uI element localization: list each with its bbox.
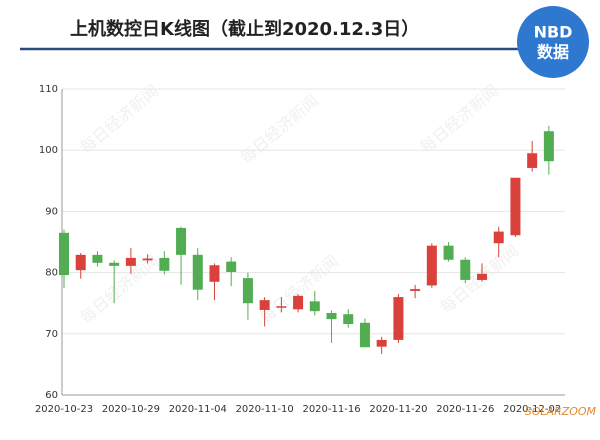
candle-body <box>326 312 337 320</box>
source-mark: SOLARZOOM <box>525 405 597 418</box>
x-tick-label: 2020-10-23 <box>35 404 93 415</box>
candle-body <box>493 231 504 244</box>
x-tick-label: 2020-10-29 <box>102 404 160 415</box>
x-tick-label: 2020-11-10 <box>236 404 294 415</box>
candle-body <box>527 153 538 168</box>
candle-body <box>176 227 187 255</box>
logo-badge <box>517 6 589 78</box>
x-tick-label: 2020-11-04 <box>169 404 227 415</box>
x-tick-label: 2020-11-20 <box>369 404 427 415</box>
candle-body <box>410 289 421 291</box>
candle-body <box>125 257 136 266</box>
candle-body <box>242 278 253 304</box>
candle-body <box>477 273 487 280</box>
candle-body <box>142 258 153 261</box>
candle-body <box>59 232 69 276</box>
x-tick-label: 2020-11-26 <box>436 404 494 415</box>
candle-body <box>443 245 454 260</box>
logo-bottom: 数据 <box>537 43 569 62</box>
candle-body <box>209 265 220 282</box>
x-tick-label: 2020-11-16 <box>302 404 360 415</box>
candle-body <box>510 177 521 236</box>
candle-body <box>226 261 237 272</box>
chart-title: 上机数控日K线图（截止到2020.12.3日） <box>70 18 419 40</box>
candle-body <box>92 254 103 263</box>
candle-body <box>376 339 387 347</box>
y-tick-label: 70 <box>45 329 58 340</box>
candle-body <box>426 245 437 286</box>
candle-body <box>276 306 287 308</box>
candle-body <box>359 322 370 348</box>
y-tick-label: 100 <box>39 145 58 156</box>
candle-body <box>460 259 471 280</box>
y-tick-label: 90 <box>45 206 58 217</box>
logo-top: NBD <box>534 23 573 42</box>
y-tick-label: 60 <box>45 390 58 401</box>
y-tick-label: 110 <box>39 84 58 95</box>
candle-body <box>159 257 170 271</box>
candle-body <box>343 314 354 325</box>
candle-body <box>543 131 554 162</box>
candle-body <box>259 300 270 310</box>
candle-body <box>75 254 86 271</box>
candle-body <box>293 295 304 310</box>
y-tick-label: 80 <box>45 268 58 279</box>
candle-body <box>109 262 120 266</box>
candle-body <box>192 254 203 290</box>
candle-body <box>393 297 404 340</box>
x-tick-label: 2020-12-02 <box>503 404 561 415</box>
candle-body <box>309 301 320 312</box>
